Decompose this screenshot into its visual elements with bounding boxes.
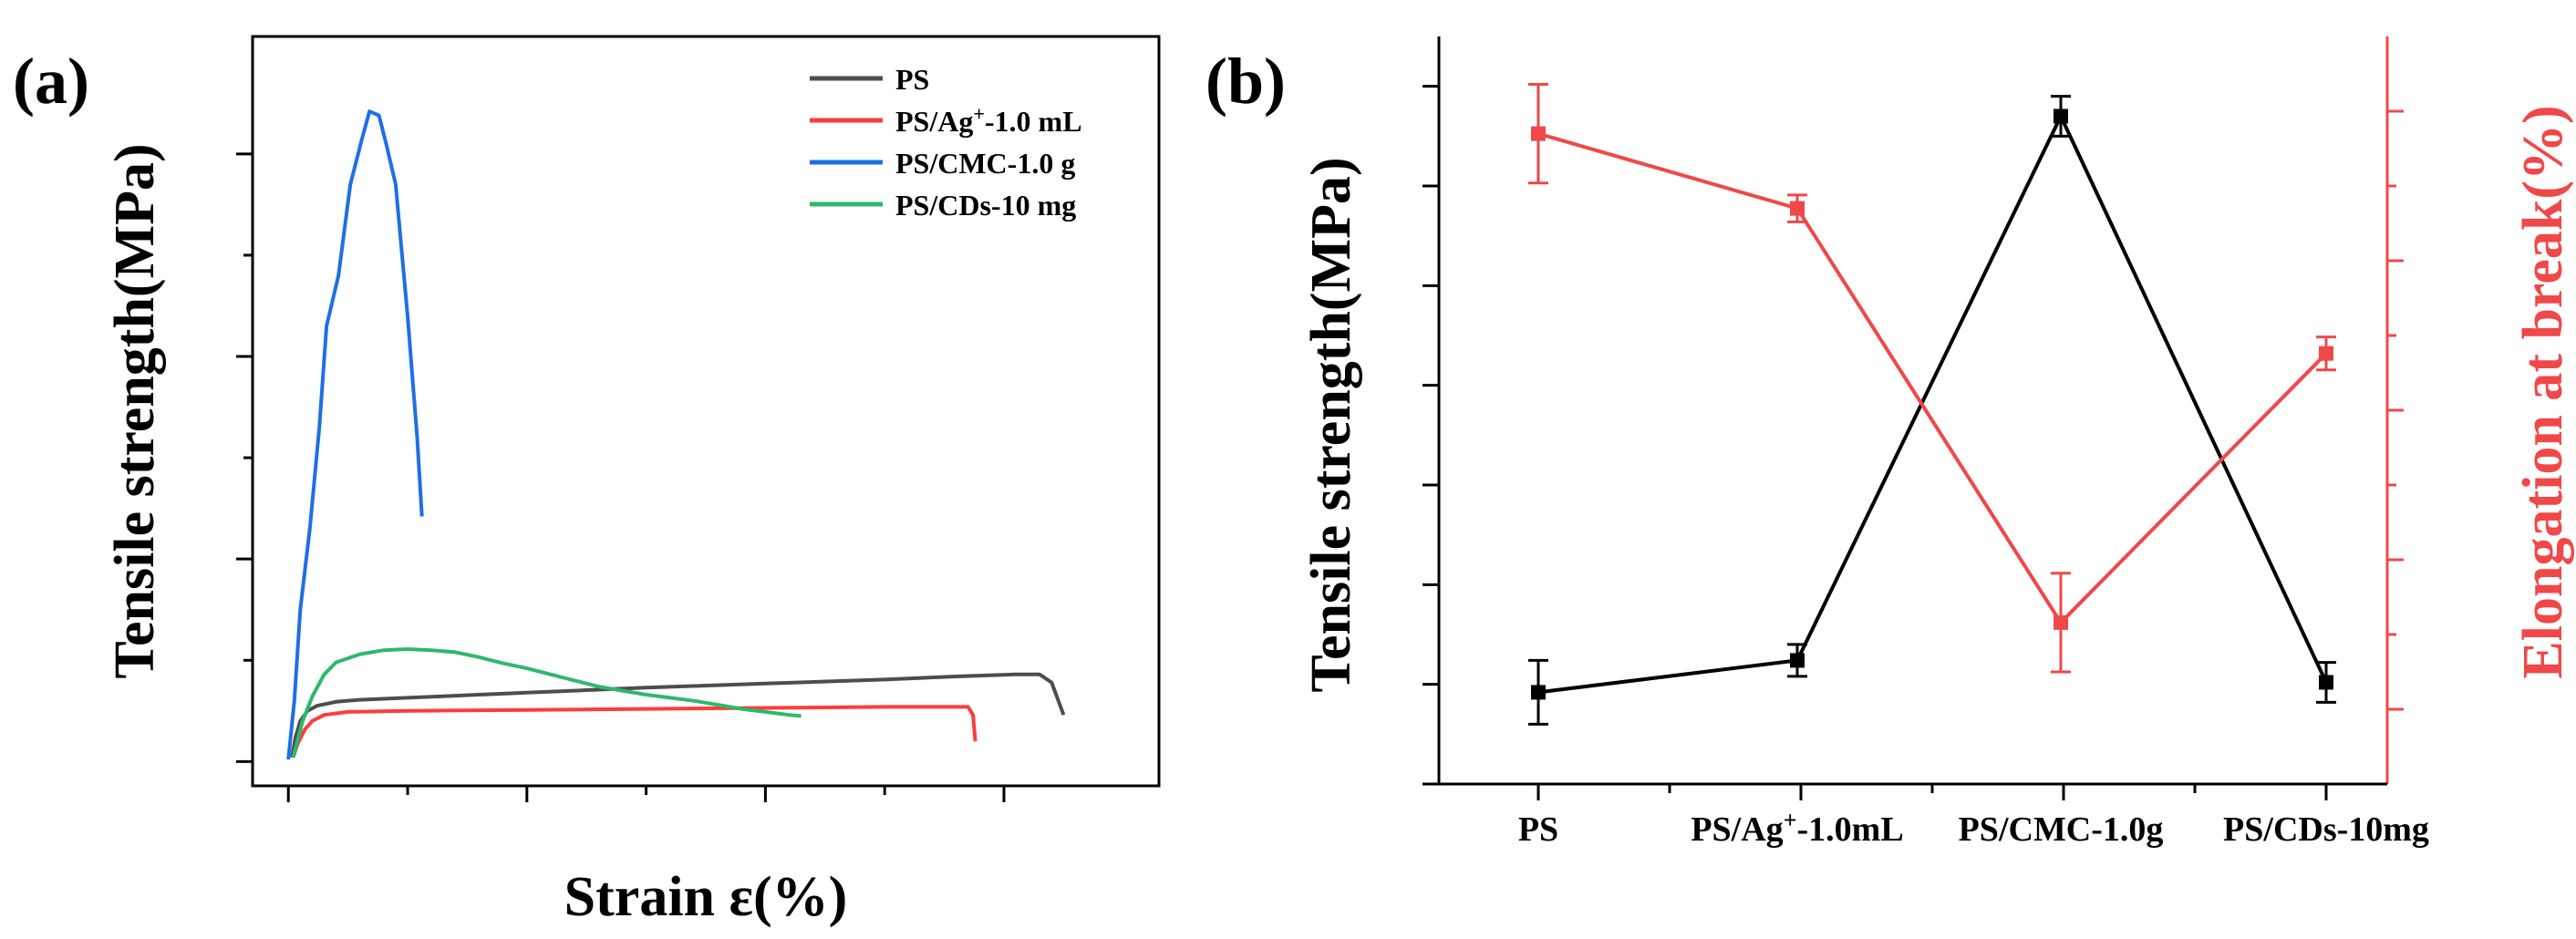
data-point-tensile-strength [2054,108,2068,124]
panel-a-y-axis-label: Tensile strength(MPa) [104,143,166,678]
data-point-tensile-strength [2319,675,2333,690]
category-label-ps: PS [1518,810,1558,849]
panel-b-right-axis-label: Elongation at break(%) [2512,105,2574,678]
panel-b-label: (b) [1205,45,1286,118]
panel-a-x-axis-label: Strain ε(%) [564,866,848,928]
series-line-ps-cmc-1-0-g [286,109,424,760]
series-line-ps-ag-1-0-ml [291,705,978,758]
panel-b-series [1528,82,2336,726]
data-point-elongation-at-break [2319,346,2333,361]
panel-a: (a) PS PS/Ag+-1.0 mL PS/CMC-1.0 g PS/CDs-10… [13,35,1161,928]
panel-b-ticks [1422,36,2404,800]
legend-label-ps-ag-1-0-ml: PS/Ag+-1.0 mL [895,102,1082,138]
data-point-elongation-at-break [2054,614,2068,630]
data-point-tensile-strength [1790,653,1805,668]
category-label-ps-ag-1-0ml: PS/Ag+-1.0mL [1691,807,1903,849]
legend-label-ps: PS [895,63,929,96]
panel-a-plot-frame [251,35,1161,788]
legend-label-ps-cds-10-mg: PS/CDs-10 mg [895,189,1076,222]
data-point-elongation-at-break [1790,201,1805,216]
series-line-tensile-strength [1537,111,2328,695]
panel-a-legend: PS PS/Ag+-1.0 mL PS/CMC-1.0 g PS/CDs-10 mg [810,63,1082,222]
series-line-ps-cds-10-mg [291,647,802,758]
data-point-elongation-at-break [1531,126,1546,141]
panel-a-label: (a) [13,45,89,118]
panel-b-category-labels: PS PS/Ag+-1.0mL PS/CMC-1.0g PS/CDs-10mg [1518,807,2429,849]
panel-b: (b) PS PS/Ag+-1.0mL PS/CMC-1.0g PS/CDs-10mg… [1205,36,2574,849]
data-point-tensile-strength [1531,685,1546,700]
category-label-ps-cmc-1-0g: PS/CMC-1.0g [1959,810,2164,849]
category-label-ps-cds-10mg: PS/CDs-10mg [2223,810,2429,849]
series-line-elongation-at-break [1537,131,2328,626]
panel-a-series [286,109,1066,760]
panel-b-left-axis-label: Tensile strength(MPa) [1300,157,1362,692]
legend-label-ps-cmc-1-0-g: PS/CMC-1.0 g [895,147,1075,180]
panel-a-ticks [236,152,1006,802]
series-line-ps [290,672,1066,758]
